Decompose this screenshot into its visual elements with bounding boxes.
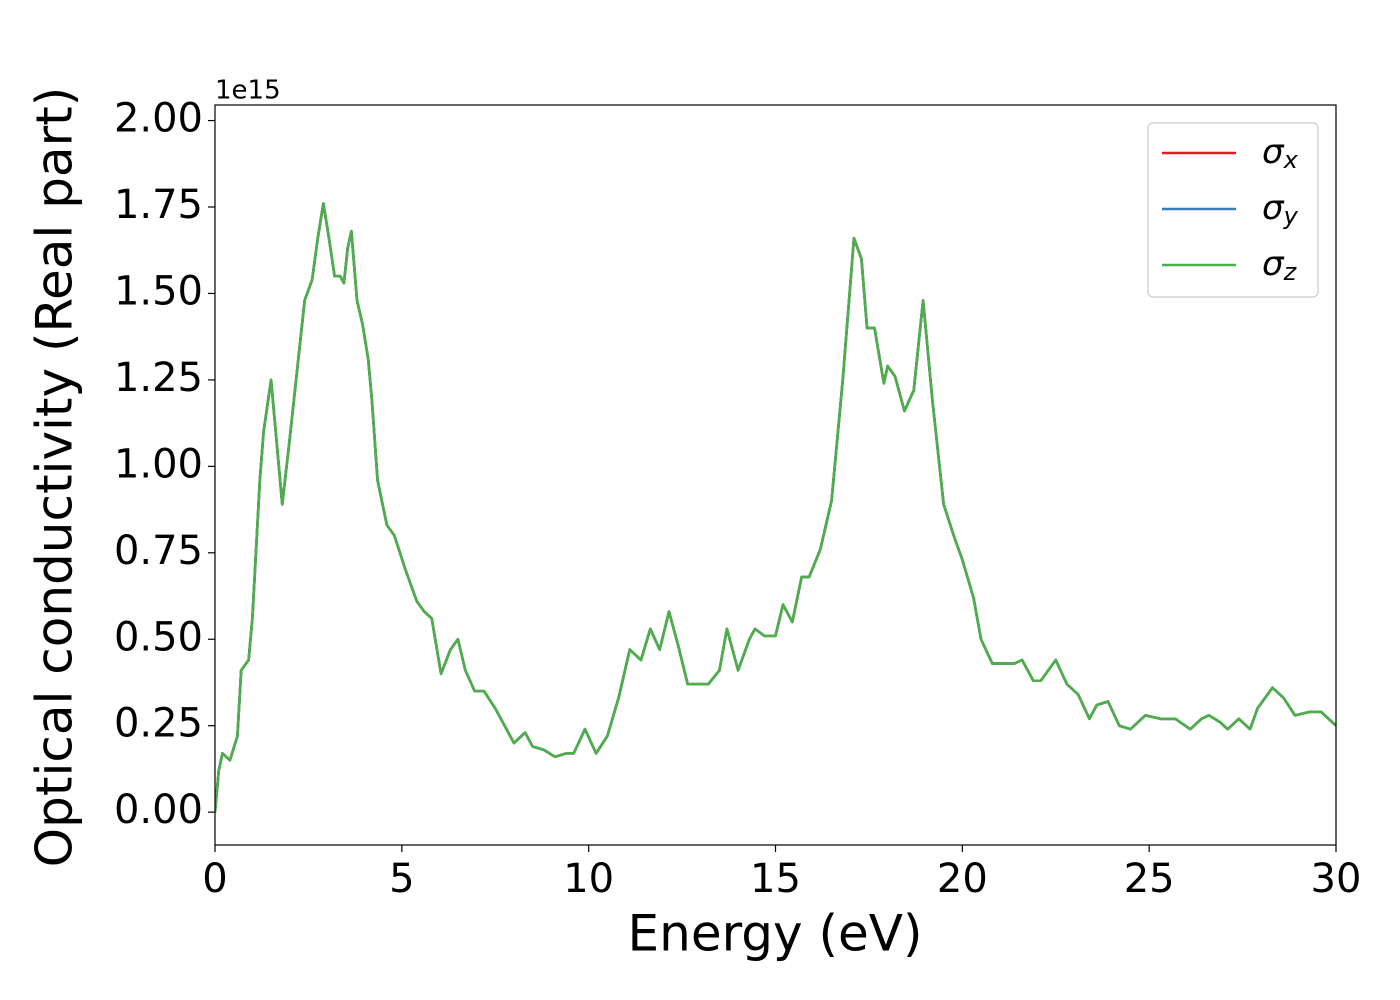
x-tick-label: 5 [389,856,414,902]
y-tick-label: 0.00 [114,787,203,833]
x-tick-label: 15 [750,856,801,902]
y-tick-label: 2.00 [114,96,203,142]
y-axis-label: Optical conductivity (Real part) [26,87,84,868]
plot-frame [214,104,1337,846]
x-tick-label: 25 [1124,856,1175,902]
legend-label: σz [1262,244,1298,287]
line-series [215,202,1336,813]
x-tick-label: 20 [937,856,988,902]
y-tick-label: 1.50 [114,268,203,314]
y-tick-label: 1.00 [114,441,203,487]
x-axis-label: Energy (eV) [628,905,923,963]
y-offset-label: 1e15 [215,76,281,106]
legend-label: σx [1262,132,1299,175]
legend-label: σy [1262,188,1299,231]
y-tick-label: 0.25 [114,701,203,747]
x-tick-label: 10 [563,856,614,902]
x-tick-label: 0 [202,856,227,902]
x-tick-label: 30 [1311,856,1362,902]
y-tick-label: 0.50 [114,614,203,660]
y-tick-label: 1.75 [114,182,203,228]
y-tick-label: 1.25 [114,355,203,401]
y-tick-label: 0.75 [114,528,203,574]
